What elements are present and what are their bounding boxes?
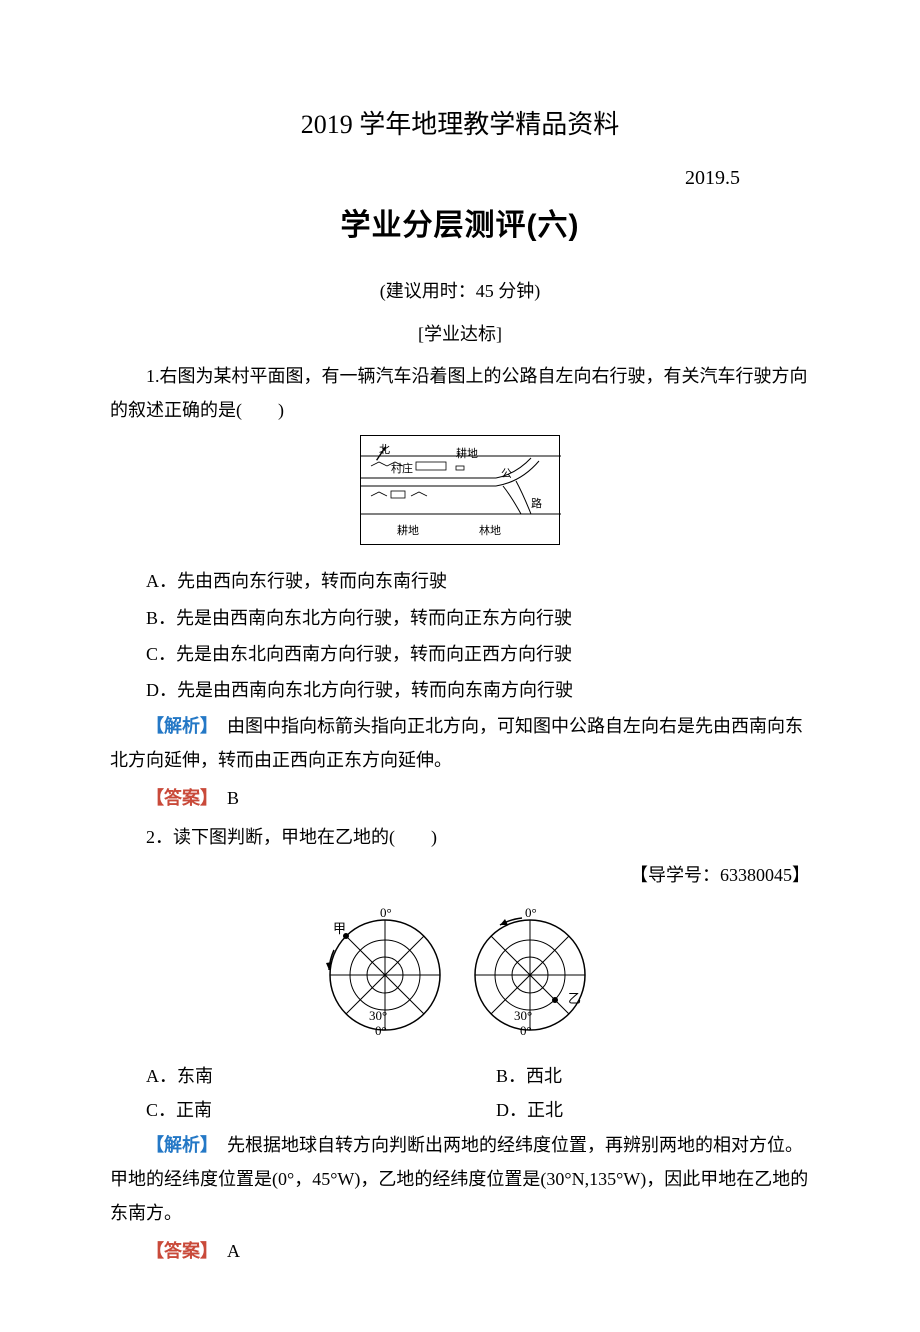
- farmland-label-2: 耕地: [397, 521, 419, 542]
- q2-option-c: C．正南: [110, 1093, 460, 1127]
- q1-option-b: B．先是由西南向东北方向行驶，转而向正东方向行驶: [110, 601, 810, 635]
- q2-option-b: B．西北: [460, 1059, 810, 1093]
- sub-title: 学业分层测评(六): [110, 197, 810, 254]
- q2-figure: 甲 0° 30° 0° 乙 0° 30° 0°: [110, 900, 810, 1051]
- yi-label: 乙: [568, 991, 581, 1006]
- q1-answer-text: B: [209, 788, 239, 808]
- zero-label-2: 0°: [375, 1023, 387, 1038]
- zero-label: 0°: [380, 905, 392, 920]
- q2-stem: 2．读下图判断，甲地在乙地的( ): [110, 820, 810, 854]
- q2-analysis: 【解析】 先根据地球自转方向判断出两地的经纬度位置，再辨别两地的相对方位。甲地的…: [110, 1128, 810, 1231]
- q2-option-a: A．东南: [110, 1059, 460, 1093]
- q2-guide: 【导学号：63380045】: [110, 858, 810, 892]
- q1-analysis-text: 由图中指向标箭头指向正北方向，可知图中公路自左向右是先由西南向东北方向延伸，转而…: [110, 716, 803, 770]
- q2-options-row2: C．正南 D．正北: [110, 1093, 810, 1127]
- jia-label: 甲: [333, 921, 346, 936]
- road-label-1: 公: [501, 464, 512, 485]
- analysis-label: 【解析】: [146, 716, 209, 736]
- q2-answer-text: A: [209, 1241, 240, 1261]
- forest-label: 林地: [479, 521, 501, 542]
- analysis-label-2: 【解析】: [146, 1135, 209, 1155]
- q2-option-d: D．正北: [460, 1093, 810, 1127]
- q1-option-a: A．先由西向东行驶，转而向东南行驶: [110, 564, 810, 598]
- zero-label-3: 0°: [525, 905, 537, 920]
- globe-diagram-icon: 甲 0° 30° 0° 乙 0° 30° 0°: [310, 900, 610, 1040]
- village-roads-icon: [361, 436, 561, 546]
- q1-option-c: C．先是由东北向西南方向行驶，转而向正西方向行驶: [110, 637, 810, 671]
- answer-label: 【答案】: [146, 788, 209, 808]
- thirty-label: 30°: [369, 1008, 387, 1023]
- q2-options-row1: A．东南 B．西北: [110, 1059, 810, 1093]
- q1-figure: 北 村庄 耕地 公 路 耕地 林地: [110, 435, 810, 556]
- q1-stem: 1.右图为某村平面图，有一辆汽车沿着图上的公路自左向右行驶，有关汽车行驶方向的叙…: [110, 359, 810, 427]
- q1-analysis: 【解析】 由图中指向标箭头指向正北方向，可知图中公路自左向右是先由西南向东北方向…: [110, 709, 810, 777]
- q2-analysis-text: 先根据地球自转方向判断出两地的经纬度位置，再辨别两地的相对方位。甲地的经纬度位置…: [110, 1135, 808, 1223]
- zero-label-4: 0°: [520, 1023, 532, 1038]
- road-label-2: 路: [531, 494, 542, 515]
- thirty-label-2: 30°: [514, 1008, 532, 1023]
- date: 2019.5: [110, 159, 810, 197]
- q1-answer: 【答案】 B: [110, 781, 810, 815]
- main-title: 2019 学年地理教学精品资料: [110, 100, 810, 149]
- section-label: [学业达标]: [110, 317, 810, 351]
- q2-answer: 【答案】 A: [110, 1234, 810, 1268]
- answer-label-2: 【答案】: [146, 1241, 209, 1261]
- time-suggest: (建议用时：45 分钟): [110, 274, 810, 308]
- q1-option-d: D．先是由西南向东北方向行驶，转而向东南方向行驶: [110, 673, 810, 707]
- village-map: 北 村庄 耕地 公 路 耕地 林地: [360, 435, 560, 545]
